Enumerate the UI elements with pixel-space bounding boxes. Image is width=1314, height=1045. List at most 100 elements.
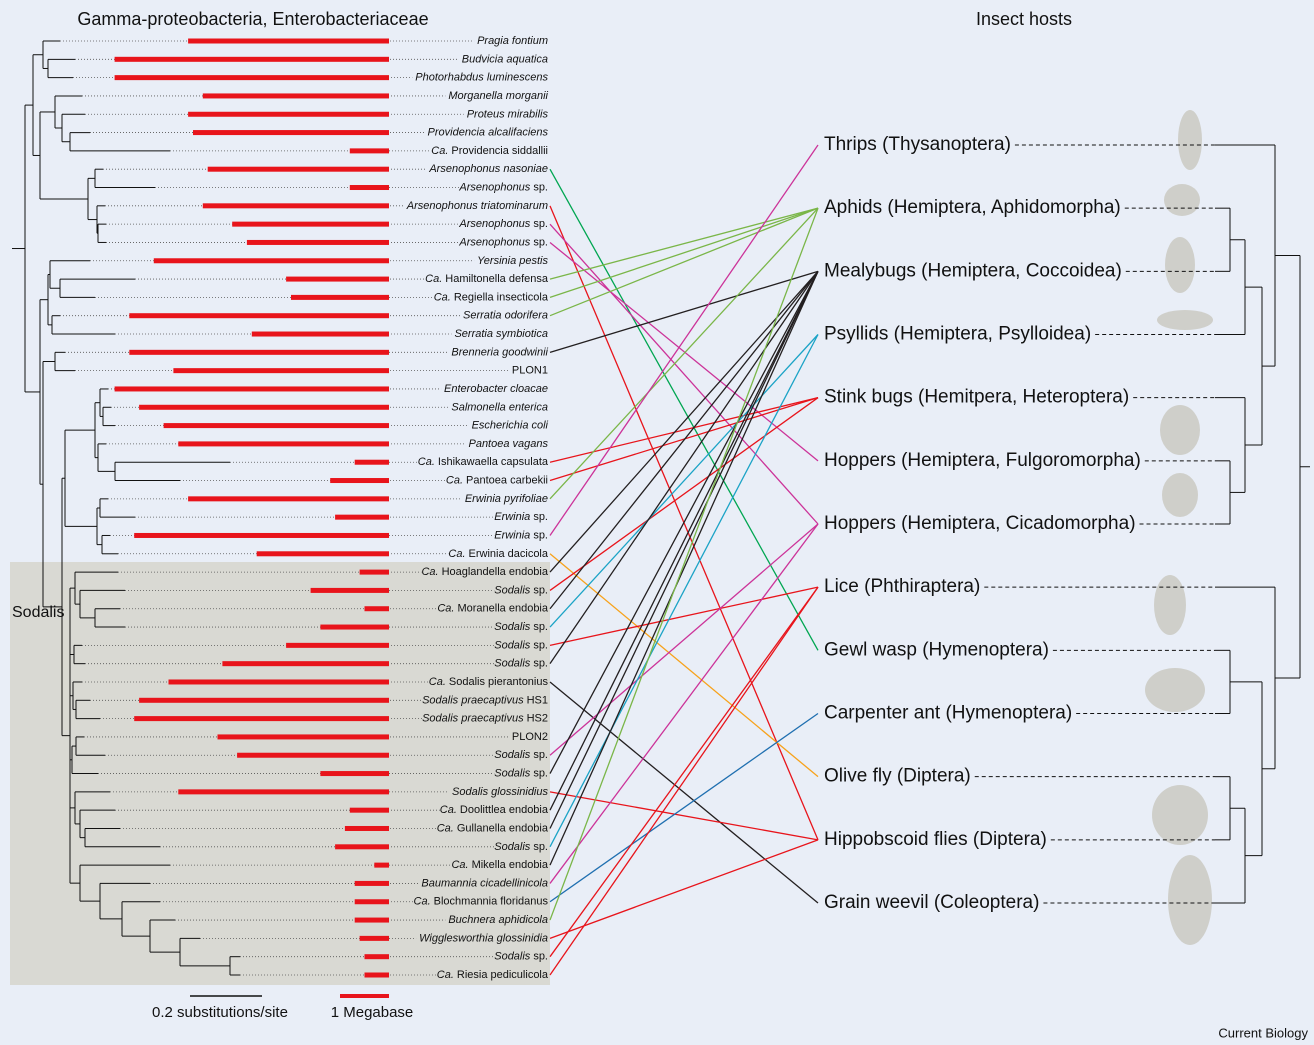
taxon-label: Sodalis praecaptivusHS2: [422, 713, 548, 725]
host-label: Grain weevil (Coleoptera): [824, 892, 1039, 913]
taxon-label-italic: Brenneria goodwinii: [451, 346, 548, 358]
taxon-label: Ca.Mikella endobia: [451, 859, 548, 871]
taxon-label-italic: Enterobacter cloacae: [444, 383, 548, 395]
genome-size-bar: [360, 570, 389, 575]
taxon-label: Budvicia aquatica: [462, 53, 548, 65]
taxon-label-roman: sp.: [533, 767, 548, 779]
genome-size-bar: [311, 588, 389, 593]
taxon-label-roman: sp.: [533, 236, 548, 248]
left-title: Gamma-proteobacteria, Enterobacteriaceae: [77, 9, 428, 29]
taxon-label: Proteus mirabilis: [467, 108, 549, 120]
taxon-label-roman: Providencia siddallii: [451, 145, 548, 157]
taxon-label-italic: Sodalis: [494, 658, 531, 670]
genome-size-bar: [139, 698, 389, 703]
figure: Gamma-proteobacteria, Enterobacteriaceae…: [0, 0, 1314, 1045]
taxon-label-roman: HS2: [527, 713, 548, 725]
credit: Current Biology: [1218, 1025, 1308, 1040]
taxon-label-italic: Arsenophonus: [458, 236, 530, 248]
taxon-label: Yersinia pestis: [477, 255, 548, 267]
taxon-label-roman: Gullanella endobia: [457, 822, 549, 834]
taxon-label-roman: sp.: [533, 511, 548, 523]
taxon-label-italic: Sodalis: [494, 621, 531, 633]
genome-size-bar: [203, 203, 389, 208]
taxon-label-roman: Pantoea carbekii: [466, 474, 548, 486]
host-label: Hippobscoid flies (Diptera): [824, 829, 1047, 850]
taxon-label: Arsenophonus triatominarum: [406, 200, 548, 212]
taxon-label-italic: Ca.: [448, 548, 465, 560]
taxon-label-italic: Escherichia coli: [472, 419, 549, 431]
genome-size-bar: [203, 93, 389, 98]
genome-size-bar: [335, 844, 389, 849]
taxon-label: Sodalissp.: [494, 951, 548, 963]
taxon-label-italic: Budvicia aquatica: [462, 53, 548, 65]
genome-size-bar: [115, 75, 389, 80]
taxon-label-roman: Hoaglandella endobia: [442, 566, 549, 578]
taxon-label: Erwiniasp.: [494, 529, 548, 541]
genome-size-bar: [164, 423, 389, 428]
genome-size-bar: [129, 350, 389, 355]
taxon-label-roman: Blochmannia floridanus: [434, 896, 549, 908]
genome-size-bar: [360, 936, 389, 941]
genome-size-bar: [222, 661, 389, 666]
taxon-label: PLON1: [512, 365, 548, 377]
taxon-label-italic: Ca.: [431, 145, 448, 157]
taxon-label-roman: Erwinia dacicola: [469, 548, 549, 560]
taxon-label: Buchnera aphidicola: [448, 914, 548, 926]
taxon-label-roman: Regiella insecticola: [454, 291, 549, 303]
taxon-label-italic: Salmonella enterica: [451, 401, 548, 413]
taxon-label-italic: Ca.: [440, 804, 457, 816]
taxon-label: Wigglesworthia glossinidia: [419, 932, 548, 944]
taxon-label-italic: Buchnera aphidicola: [448, 914, 548, 926]
host-label: Mealybugs (Hemiptera, Coccoidea): [824, 260, 1122, 281]
genome-size-bar: [134, 716, 389, 721]
host-label: Hoppers (Hemiptera, Cicadomorpha): [824, 513, 1136, 534]
taxon-label-italic: Sodalis praecaptivus: [422, 694, 524, 706]
taxon-label-roman: Mikella endobia: [472, 859, 549, 871]
taxon-label-italic: Ca.: [437, 969, 454, 981]
taxon-label-italic: Sodalis: [494, 841, 531, 853]
taxon-label-roman: sp.: [533, 951, 548, 963]
genome-size-bar: [355, 918, 389, 923]
genome-scale-bar: [340, 994, 389, 998]
genome-size-bar: [208, 167, 389, 172]
taxon-label-roman: sp.: [533, 218, 548, 230]
taxon-label-italic: Ca.: [418, 456, 435, 468]
genome-size-bar: [365, 973, 390, 978]
taxon-label-italic: Photorhabdus luminescens: [415, 72, 548, 84]
taxon-label-italic: Yersinia pestis: [477, 255, 548, 267]
taxon-label: Baumannia cicadellinicola: [421, 877, 548, 889]
taxon-label-roman: PLON1: [512, 365, 548, 377]
taxon-label-roman: Riesia pediculicola: [457, 969, 549, 981]
taxon-label-italic: Ca.: [425, 273, 442, 285]
host-label: Psyllids (Hemiptera, Psylloidea): [824, 324, 1091, 345]
taxon-label-italic: Sodalis praecaptivus: [422, 713, 524, 725]
taxon-label-italic: Arsenophonus nasoniae: [428, 163, 548, 175]
taxon-label: Salmonella enterica: [451, 401, 548, 413]
taxon-label-italic: Sodalis glossinidius: [452, 786, 548, 798]
genome-size-bar: [286, 277, 389, 282]
taxon-label: Brenneria goodwinii: [451, 346, 548, 358]
genome-size-bar: [355, 460, 389, 465]
taxon-label: Morganella morganii: [448, 90, 548, 102]
genome-size-bar: [335, 515, 389, 520]
genome-size-bar: [365, 606, 390, 611]
genome-size-bar: [345, 826, 389, 831]
taxon-label-italic: Ca.: [437, 603, 454, 615]
taxon-label: Ca.Blochmannia floridanus: [414, 896, 549, 908]
taxon-label-italic: Arsenophonus: [458, 181, 530, 193]
genome-size-bar: [188, 39, 389, 44]
taxon-label: Ca.Doolittlea endobia: [440, 804, 549, 816]
taxon-label-italic: Pantoea vagans: [468, 438, 548, 450]
taxon-label-roman: sp.: [533, 529, 548, 541]
taxon-label-italic: Sodalis: [494, 749, 531, 761]
genome-size-bar: [247, 240, 389, 245]
genome-size-bar: [169, 679, 390, 684]
taxon-label-italic: Sodalis: [494, 639, 531, 651]
taxon-label-roman: Sodalis pierantonius: [449, 676, 549, 688]
genome-size-bar: [178, 789, 389, 794]
taxon-label-italic: Pragia fontium: [477, 35, 548, 47]
taxon-label: Ca.Riesia pediculicola: [437, 969, 549, 981]
